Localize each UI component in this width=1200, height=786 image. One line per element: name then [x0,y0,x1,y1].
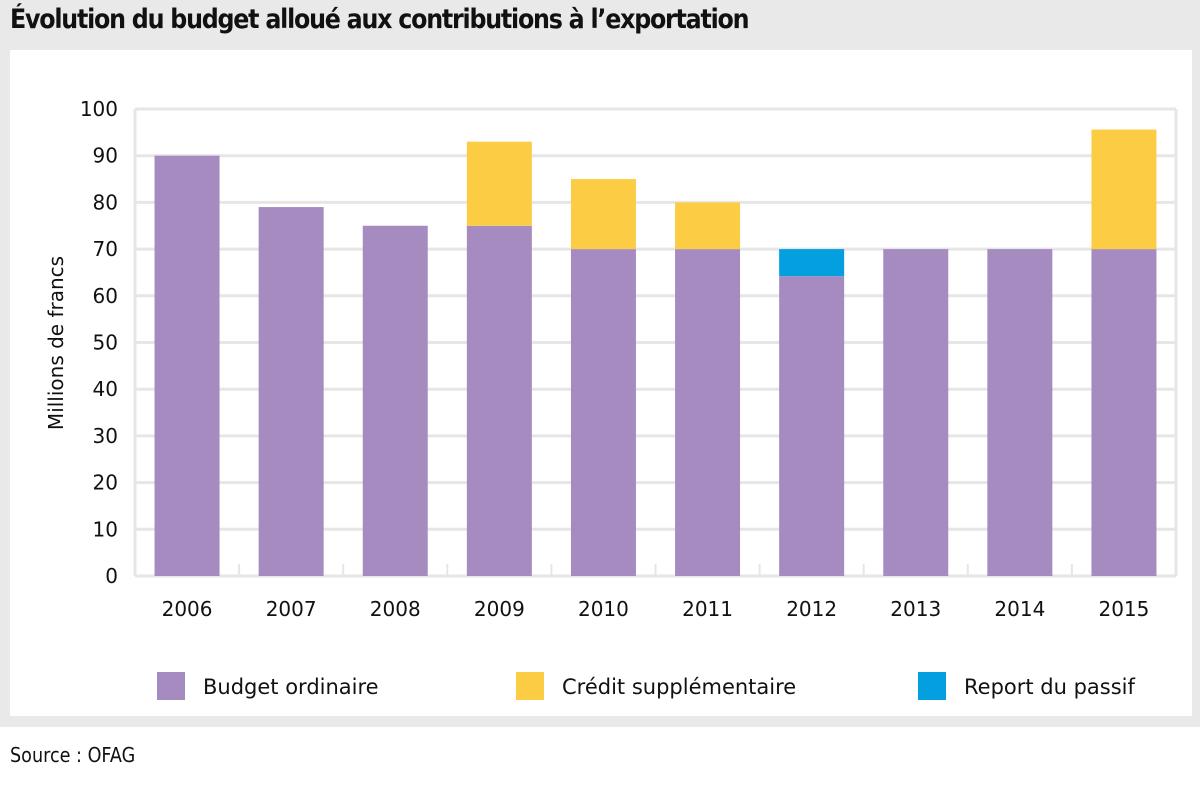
x-tick-label: 2006 [162,597,213,621]
y-tick-label: 30 [93,424,118,448]
y-tick-label: 80 [93,190,118,214]
y-tick-label: 40 [93,377,118,401]
y-tick-label: 10 [93,517,118,541]
x-tick-label: 2012 [786,597,837,621]
x-axis-ticks: 2006 2007 2008 2009 2010 2011 2012 2013 2014 2015 [162,597,1150,621]
x-tick-label: 2009 [474,597,525,621]
bar-budget-ordinaire-2009 [466,225,532,576]
bar-budget-ordinaire-2007 [258,207,324,576]
y-tick-label: 100 [80,97,118,121]
bars [154,129,1157,576]
bar-budget-ordinaire-2015 [1091,249,1157,576]
bar-budget-ordinaire-2010 [570,249,636,576]
y-tick-label: 0 [105,564,118,588]
source-note: Source : OFAG [10,743,136,767]
bar-budget-ordinaire-2012 [779,276,845,576]
x-tick-label: 2007 [266,597,317,621]
bar-credit-supplementaire-2009 [466,141,532,226]
legend-label: Report du passif [964,675,1136,699]
x-tick-label: 2015 [1098,597,1149,621]
bar-credit-supplementaire-2010 [570,179,636,250]
x-tick-label: 2010 [578,597,629,621]
bar-budget-ordinaire-2008 [362,225,428,576]
x-tick-label: 2011 [682,597,733,621]
bar-credit-supplementaire-2015 [1091,129,1157,250]
y-axis-title: Millions de francs [44,256,68,430]
x-tick-label: 2008 [370,597,421,621]
y-tick-label: 60 [93,284,118,308]
y-tick-label: 20 [93,471,118,495]
legend-item: Report du passif [918,672,1136,700]
bar-budget-ordinaire-2013 [883,249,949,576]
legend-item: Crédit supplémentaire [516,672,796,700]
x-tick-label: 2013 [890,597,941,621]
y-tick-label: 50 [93,331,118,355]
y-tick-label: 90 [93,144,118,168]
bar-budget-ordinaire-2006 [154,155,220,576]
y-tick-label: 70 [93,237,118,261]
legend-label: Crédit supplémentaire [562,675,796,699]
bar-budget-ordinaire-2011 [675,249,741,576]
x-tick-label: 2014 [994,597,1045,621]
legend-swatch [516,672,544,700]
bar-budget-ordinaire-2014 [987,249,1053,576]
legend-swatch [157,672,185,700]
chart-title: Évolution du budget alloué aux contribut… [10,4,750,35]
bar-report-du-passif-2012 [779,249,845,277]
legend-item: Budget ordinaire [157,672,379,700]
y-axis-ticks: 0 10 20 30 40 50 60 70 80 90 100 [80,97,118,588]
legend-swatch [918,672,946,700]
legend-label: Budget ordinaire [203,675,379,699]
legend: Budget ordinaire Crédit supplémentaire Rep… [157,672,1136,700]
bar-credit-supplementaire-2011 [675,202,741,250]
